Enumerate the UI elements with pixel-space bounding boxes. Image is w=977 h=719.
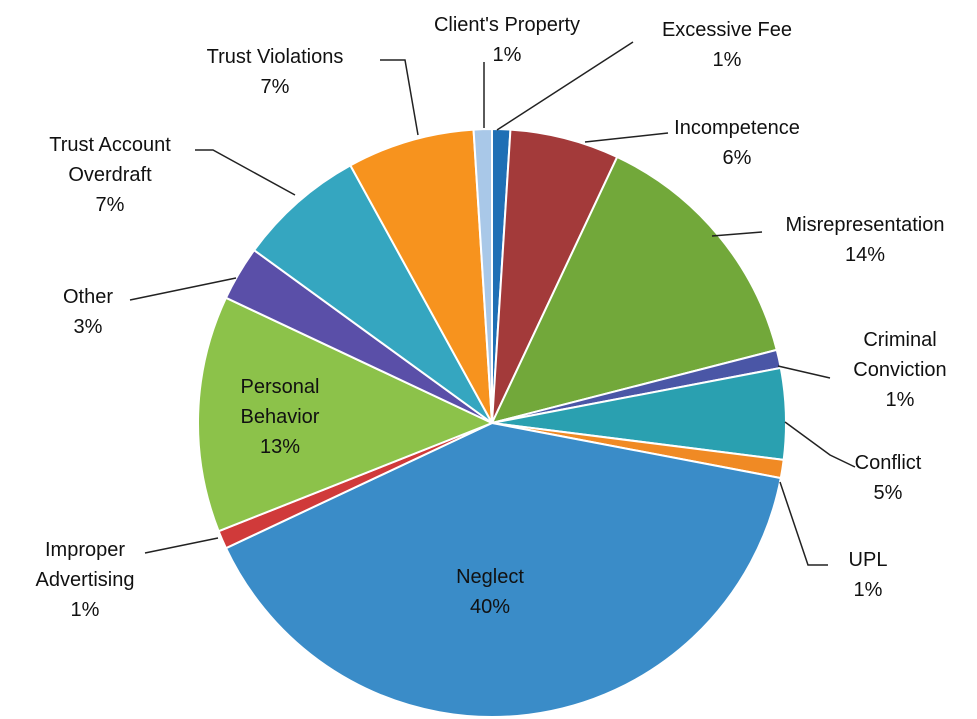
- pie-slice: [252, 164, 493, 424]
- slice-label: Client's Property 1%: [434, 10, 580, 70]
- category-name: Personal Behavior: [240, 376, 320, 428]
- leader-line: [144, 537, 219, 554]
- pie-slice: [349, 128, 493, 424]
- category-name: Neglect: [456, 566, 524, 588]
- slice-label: Excessive Fee 1%: [662, 15, 792, 75]
- category-name: UPL: [848, 549, 888, 571]
- category-name: Client's Property: [433, 14, 581, 36]
- category-name: Misrepresentation: [785, 214, 945, 236]
- leader-line: [777, 365, 831, 379]
- slice-label: Improper Advertising 1%: [20, 535, 150, 625]
- value-label: 5%: [873, 482, 903, 504]
- slice-label: Personal Behavior 13%: [220, 372, 340, 462]
- value-label: 1%: [70, 599, 100, 621]
- value-label: 13%: [259, 436, 301, 458]
- value-label: 1%: [853, 579, 883, 601]
- pie-slice: [472, 127, 493, 424]
- slice-label: Criminal Conviction 1%: [835, 325, 965, 415]
- slice-label: Misrepresentation 14%: [786, 210, 945, 270]
- leader-line: [496, 41, 634, 131]
- leader-line: [779, 481, 828, 566]
- category-name: Incompetence: [674, 117, 800, 139]
- slice-label: Neglect 40%: [456, 562, 524, 622]
- category-name: Trust Account Overdraft: [49, 134, 171, 186]
- category-name: Conflict: [854, 452, 922, 474]
- pie-slice: [224, 421, 782, 718]
- category-name: Excessive Fee: [661, 19, 793, 41]
- leader-line: [195, 149, 296, 196]
- slice-label: Trust Violations 7%: [207, 42, 344, 102]
- value-label: 1%: [712, 49, 742, 71]
- value-label: 3%: [73, 316, 103, 338]
- leader-line: [784, 421, 856, 468]
- slice-label: UPL 1%: [849, 545, 888, 605]
- value-label: 7%: [260, 76, 290, 98]
- pie-slice: [197, 296, 495, 533]
- slice-label: Trust Account Overdraft 7%: [35, 130, 185, 220]
- category-name: Improper Advertising: [35, 539, 135, 591]
- value-label: 14%: [844, 244, 886, 266]
- value-label: 40%: [469, 596, 511, 618]
- category-name: Criminal Conviction: [853, 329, 947, 381]
- category-name: Trust Violations: [206, 46, 344, 68]
- slice-label: Conflict 5%: [855, 448, 922, 508]
- leader-line: [129, 277, 237, 301]
- slice-label: Other 3%: [63, 282, 113, 342]
- leader-line: [711, 231, 763, 237]
- category-name: Other: [62, 286, 114, 308]
- leader-line: [584, 132, 669, 143]
- value-label: 7%: [95, 194, 125, 216]
- value-label: 1%: [492, 44, 522, 66]
- value-label: 6%: [722, 147, 752, 169]
- slice-label: Incompetence 6%: [674, 113, 800, 173]
- value-label: 1%: [885, 389, 915, 411]
- leader-line: [380, 59, 419, 136]
